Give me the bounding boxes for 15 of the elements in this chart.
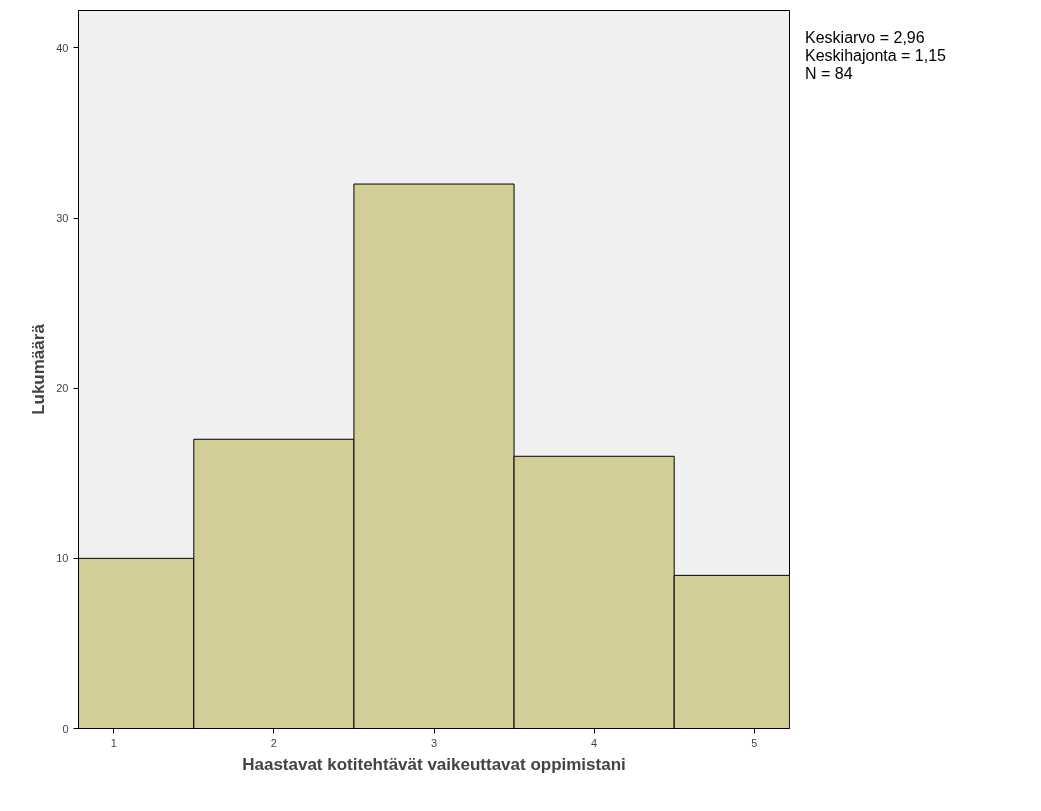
- y-tick-label: 10: [56, 552, 69, 565]
- y-tick-label: 30: [56, 212, 69, 225]
- x-tick-label: 3: [430, 736, 438, 749]
- text: Keskiarvo = 2,96: [805, 29, 925, 46]
- text: Keskihajonta = 1,15: [805, 47, 946, 64]
- y-tick-label: 40: [56, 41, 69, 54]
- x-tick-label: 1: [110, 736, 117, 749]
- x-tick-label: 2: [270, 736, 277, 749]
- y-tick-label: 0: [62, 722, 69, 735]
- x-axis-title: Haastavat kotitehtävät vaikeuttavat oppimistani: [242, 754, 626, 774]
- y-tick-label: 20: [56, 382, 69, 395]
- y-axis-title: Lukumäärä: [29, 323, 49, 415]
- x-tick-label: 4: [591, 736, 598, 749]
- x-tick-label: 5: [751, 736, 758, 749]
- text: N = 84: [805, 65, 853, 82]
